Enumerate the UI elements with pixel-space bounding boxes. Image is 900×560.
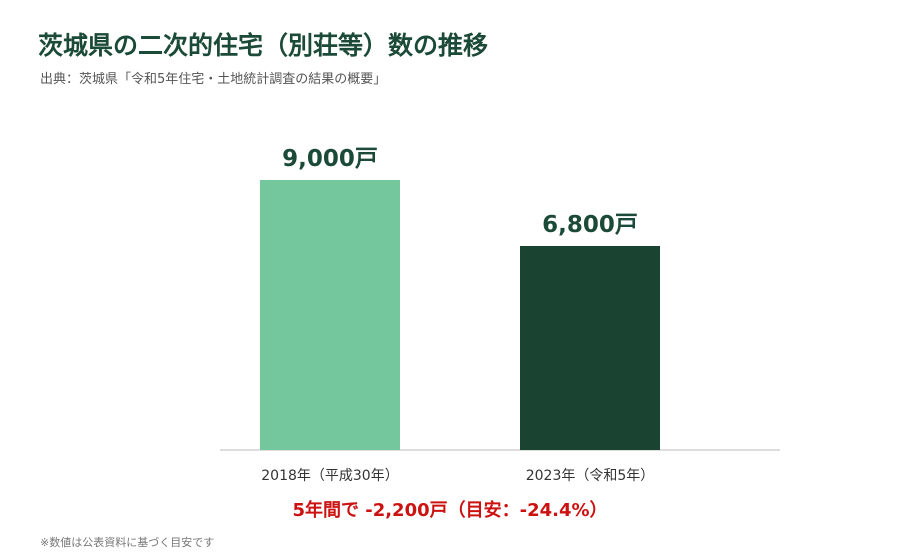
bar-0	[260, 180, 400, 450]
footnote: ※数値は公表資料に基づく目安です	[40, 536, 215, 549]
change-annotation: 5年間で -2,200戸（目安：-24.4%）	[292, 500, 608, 521]
chart-title: 茨城県の二次的住宅（別荘等）数の推移	[38, 31, 489, 60]
bar-value-label-1: 6,800戸	[542, 212, 638, 238]
category-label-0: 2018年（平成30年）	[261, 468, 398, 484]
bar-1	[520, 246, 660, 450]
category-label-1: 2023年（令和5年）	[526, 468, 655, 484]
chart-source: 出典：茨城県「令和5年住宅・土地統計調査の結果の概要」	[40, 72, 387, 87]
bar-value-label-0: 9,000戸	[282, 146, 378, 172]
